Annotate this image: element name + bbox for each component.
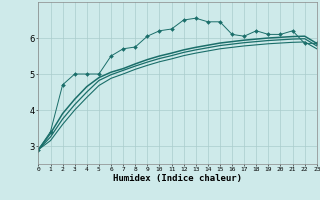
X-axis label: Humidex (Indice chaleur): Humidex (Indice chaleur) (113, 174, 242, 183)
